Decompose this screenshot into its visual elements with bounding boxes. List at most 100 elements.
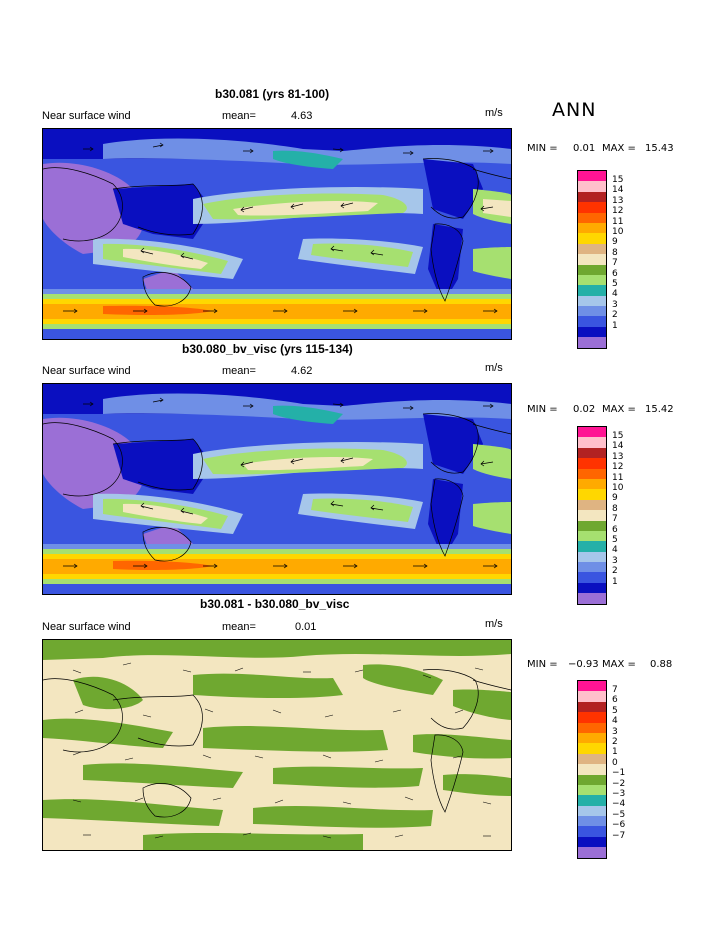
colorbar-swatch: [578, 233, 606, 244]
colorbar-swatch: [578, 337, 606, 348]
colorbar-swatch: [578, 181, 606, 192]
colorbar-swatch: [578, 847, 606, 858]
panel-3-mean-value: 0.01: [295, 621, 317, 633]
panel-3-min-value: −0.93: [568, 659, 599, 670]
colorbar-tick-label: 4: [612, 545, 618, 556]
colorbar-tick-label: 6: [612, 524, 618, 535]
colorbar-tick-label: 1: [612, 320, 618, 331]
colorbar-tick-label: 2: [612, 566, 618, 577]
colorbar-tick-label: 6: [612, 695, 618, 706]
panel-3-colorbar-ticks: 7 6 5 4 3 2 1 0 −1 −2 −3 −4 −5 −6 −7: [612, 685, 625, 841]
colorbar-swatch: [578, 274, 606, 286]
colorbar-tick-label: 11: [612, 472, 624, 483]
panel-2-max-label: MAX =: [602, 404, 636, 415]
panel-3-field-label: Near surface wind: [42, 621, 131, 633]
colorbar-tick-label: 14: [612, 441, 624, 452]
colorbar-tick-label: 7: [612, 685, 618, 695]
panel-2-min-label: MIN =: [527, 404, 558, 415]
panel-1-min-value: 0.01: [573, 143, 596, 154]
colorbar-tick-label: 12: [612, 462, 624, 473]
colorbar-swatch: [578, 562, 606, 573]
colorbar-tick-label: 15: [612, 431, 624, 441]
colorbar-tick-label: −7: [612, 830, 626, 841]
colorbar-swatch: [578, 254, 606, 265]
colorbar-tick-label: 4: [612, 289, 618, 300]
panel-2-mean-value: 4.62: [291, 365, 313, 377]
colorbar-swatch: [578, 701, 606, 713]
colorbar-swatch: [578, 458, 606, 469]
colorbar-tick-label: −4: [612, 799, 626, 810]
colorbar-swatch: [578, 326, 606, 338]
colorbar-tick-label: 13: [612, 451, 624, 462]
panel-3-units: m/s: [485, 618, 503, 630]
panel-3-title: b30.081 - b30.080_bv_visc: [200, 597, 350, 611]
colorbar-swatch: [578, 816, 606, 827]
colorbar-tick-label: −3: [612, 789, 626, 800]
colorbar-swatch: [578, 764, 606, 775]
season-label: ANN: [552, 99, 597, 121]
colorbar-swatch: [578, 805, 606, 817]
colorbar-swatch: [578, 681, 606, 692]
colorbar-swatch: [578, 551, 606, 563]
panel-1-map: [42, 128, 512, 340]
panel-3-colorbar: [577, 680, 607, 859]
colorbar-tick-label: 3: [612, 555, 618, 566]
panel-1-mean-value: 4.63: [291, 110, 313, 122]
panel-1-units: m/s: [485, 107, 503, 119]
panel-1-colorbar-ticks: 15 14 13 12 11 10 9 8 7 6 5 4 3 2 1: [612, 175, 623, 331]
panel-2-max-value: 15.42: [645, 404, 674, 415]
colorbar-swatch: [578, 264, 606, 275]
colorbar-swatch: [578, 316, 606, 327]
panel-1-min-label: MIN =: [527, 143, 558, 154]
colorbar-swatch: [578, 520, 606, 531]
colorbar-swatch: [578, 836, 606, 848]
colorbar-tick-label: 2: [612, 737, 618, 748]
colorbar-swatch: [578, 572, 606, 583]
colorbar-swatch: [578, 243, 606, 255]
colorbar-tick-label: 9: [612, 237, 618, 248]
colorbar-tick-label: 0: [612, 757, 618, 768]
panel-1-max-value: 15.43: [645, 143, 674, 154]
panel-1-map-graphic: [43, 129, 511, 339]
colorbar-swatch: [578, 593, 606, 604]
panel-2-mean-label: mean=: [222, 365, 256, 377]
colorbar-tick-label: 8: [612, 247, 618, 258]
colorbar-tick-label: 11: [612, 216, 624, 227]
colorbar-swatch: [578, 191, 606, 203]
panel-1-colorbar: [577, 170, 607, 349]
colorbar-swatch: [578, 285, 606, 296]
panel-3-min-label: MIN =: [527, 659, 558, 670]
colorbar-tick-label: 12: [612, 206, 624, 217]
colorbar-tick-label: −1: [612, 768, 626, 779]
colorbar-swatch: [578, 530, 606, 542]
panel-2-map: [42, 383, 512, 595]
panel-1-title: b30.081 (yrs 81-100): [215, 87, 330, 101]
colorbar-tick-label: 9: [612, 493, 618, 504]
panel-3-max-value: 0.88: [650, 659, 673, 670]
colorbar-swatch: [578, 712, 606, 723]
colorbar-tick-label: 2: [612, 310, 618, 321]
colorbar-swatch: [578, 295, 606, 307]
colorbar-tick-label: −5: [612, 809, 626, 820]
colorbar-swatch: [578, 306, 606, 317]
panel-2-units: m/s: [485, 362, 503, 374]
colorbar-tick-label: 1: [612, 576, 618, 587]
panel-2-min-value: 0.02: [573, 404, 596, 415]
colorbar-swatch: [578, 743, 606, 754]
colorbar-swatch: [578, 753, 606, 765]
colorbar-tick-label: 5: [612, 705, 618, 716]
colorbar-tick-label: 4: [612, 716, 618, 727]
colorbar-tick-label: 7: [612, 258, 618, 269]
colorbar-swatch: [578, 722, 606, 733]
colorbar-swatch: [578, 222, 606, 234]
colorbar-swatch: [578, 499, 606, 511]
panel-2-title: b30.080_bv_visc (yrs 115-134): [182, 342, 353, 356]
colorbar-tick-label: −6: [612, 820, 626, 831]
colorbar-swatch: [578, 732, 606, 744]
colorbar-swatch: [578, 437, 606, 448]
panel-3-map-graphic: [43, 640, 511, 850]
colorbar-tick-label: 1: [612, 747, 618, 758]
colorbar-swatch: [578, 489, 606, 500]
colorbar-tick-label: 13: [612, 195, 624, 206]
colorbar-tick-label: 6: [612, 268, 618, 279]
